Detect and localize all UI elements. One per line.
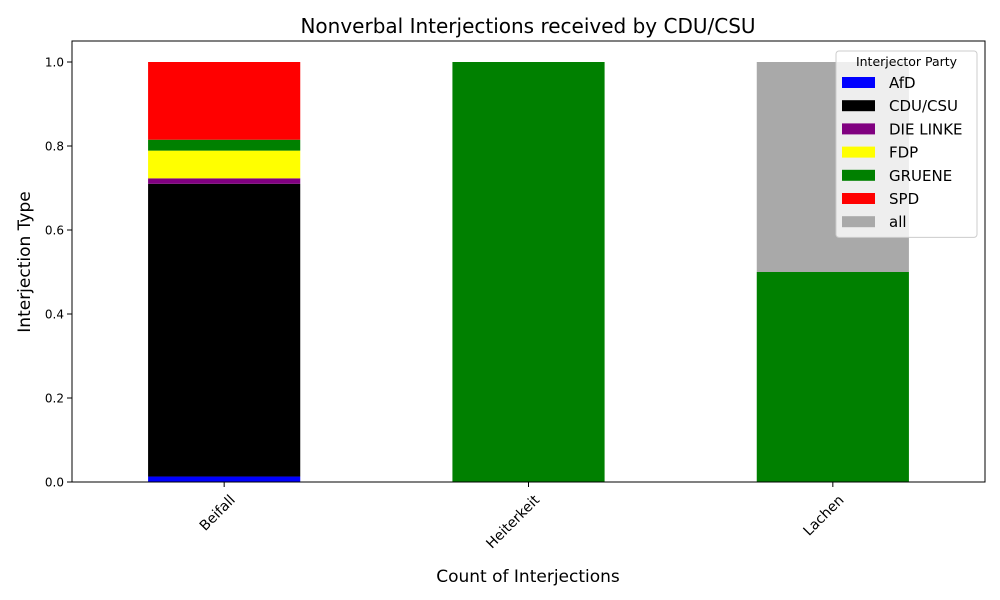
legend-label-die-linke: DIE LINKE	[889, 120, 963, 138]
legend-swatch-gruene	[842, 169, 875, 181]
legend-swatch-cdu-csu	[842, 100, 875, 112]
bar-heiterkeit-gruene	[452, 62, 605, 482]
y-tick-label: 0.2	[45, 392, 64, 406]
bar-beifall-fdp	[148, 150, 301, 179]
legend-swatch-afd	[842, 77, 875, 88]
legend-label-cdu-csu: CDU/CSU	[889, 97, 958, 115]
y-tick-label: 0.0	[45, 476, 64, 490]
y-tick-label: 1.0	[45, 56, 64, 70]
bar-beifall-die-linke	[148, 178, 301, 184]
legend-swatch-fdp	[842, 146, 875, 158]
legend-swatch-all	[842, 216, 875, 228]
x-axis-label: Count of Interjections	[436, 567, 620, 587]
legend: Interjector Party AfD CDU/CSU DIE LINKE FDP G…	[835, 50, 978, 238]
plot-frame	[71, 40, 986, 483]
chart-title: Nonverbal Interjections received by CDU/…	[300, 14, 755, 38]
bars-group	[148, 62, 909, 482]
y-tick-label: 0.8	[45, 140, 64, 154]
bar-beifall-cdu-csu	[148, 183, 301, 477]
legend-label-afd: AfD	[889, 74, 916, 92]
legend-swatch-spd	[842, 193, 875, 204]
bar-beifall-spd	[148, 62, 301, 140]
bar-beifall-gruene	[148, 139, 301, 151]
bar-lachen-gruene	[756, 272, 909, 482]
legend-label-gruene: GRUENE	[889, 167, 952, 185]
y-axis-label: Interjection Type	[15, 191, 35, 332]
y-ticks-group: 0.0 0.2 0.4 0.6 0.8 1.0	[45, 56, 72, 490]
legend-box	[835, 50, 978, 238]
legend-label-all: all	[889, 213, 907, 231]
y-tick-label: 0.4	[45, 308, 64, 322]
y-tick-label: 0.6	[45, 224, 64, 238]
bar-beifall-afd	[148, 476, 301, 482]
legend-label-spd: SPD	[889, 190, 919, 208]
legend-swatch-die-linke	[842, 123, 875, 135]
legend-title: Interjector Party	[856, 54, 958, 69]
legend-label-fdp: FDP	[889, 144, 918, 162]
